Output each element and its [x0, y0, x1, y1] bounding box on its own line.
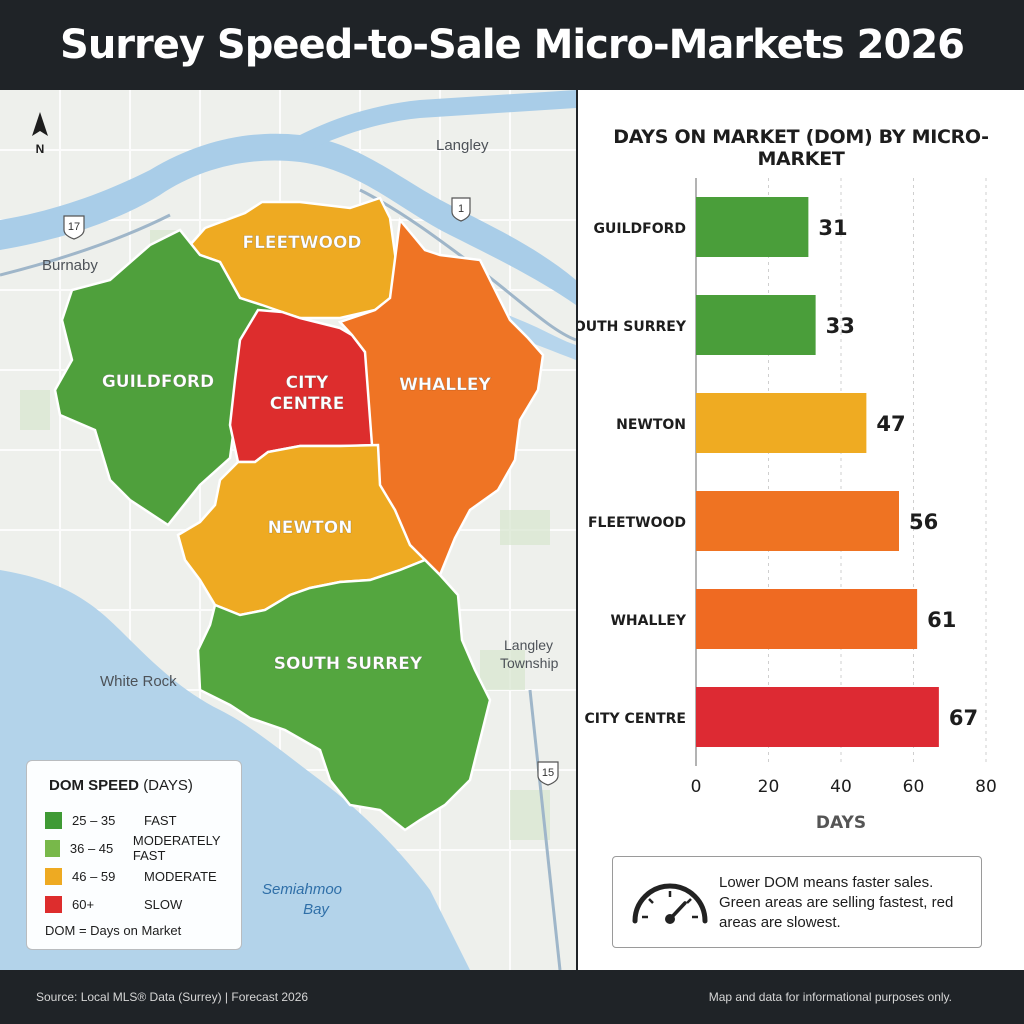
footer: Source: Local MLS® Data (Surrey) | Forec… — [0, 970, 1024, 1024]
svg-text:17: 17 — [68, 221, 80, 233]
x-tick-label: 40 — [830, 777, 852, 797]
legend-title: DOM SPEED (DAYS) — [49, 777, 193, 794]
bar — [696, 393, 867, 453]
category-label: NEWTON — [616, 417, 686, 433]
label-city-centre-line2: CENTRE — [270, 394, 345, 414]
map-panel: FLEETWOOD GUILDFORD CITY CENTRE WHALLEY … — [0, 90, 576, 970]
label-city-centre-line1: CITY — [286, 373, 329, 393]
legend-swatch-moderately-fast — [45, 839, 60, 857]
x-axis-label: DAYS — [816, 813, 866, 833]
legend-swatch-fast — [45, 811, 62, 829]
category-label: CITY CENTRE — [585, 711, 687, 727]
bar — [696, 589, 918, 649]
map-legend: DOM SPEED (DAYS) 25 – 35 FAST 36 – 45 MO… — [26, 760, 242, 950]
fraser-river — [0, 133, 576, 305]
x-tick-label: 0 — [691, 777, 702, 797]
compass-north-icon: N — [32, 112, 48, 156]
legend-item-fast: 25 – 35 FAST — [45, 811, 177, 829]
shield-17: 17 — [63, 215, 85, 240]
data-label: 56 — [909, 510, 938, 534]
label-guildford: GUILDFORD — [102, 372, 214, 392]
place-white-rock: White Rock — [100, 673, 177, 690]
legend-item-slow: 60+ SLOW — [45, 895, 182, 913]
label-south-surrey: SOUTH SURREY — [274, 654, 423, 674]
x-tick-label: 60 — [903, 777, 925, 797]
region-whalley — [337, 216, 545, 578]
legend-item-moderately-fast: 36 – 45 MODERATELY FAST — [45, 833, 241, 863]
label-whalley: WHALLEY — [399, 375, 491, 395]
shield-1: 1 — [451, 197, 471, 222]
speedometer-icon — [632, 883, 708, 924]
header-bar: Surrey Speed-to-Sale Micro-Markets 2026 — [0, 0, 1024, 90]
shield-15: 15 — [537, 761, 559, 786]
chart-title: DAYS ON MARKET (DOM) BY MICRO-MARKET — [613, 126, 989, 170]
place-langley-township-1: Langley — [504, 637, 553, 653]
svg-text:N: N — [36, 142, 45, 156]
footer-disclaimer: Map and data for informational purposes … — [708, 990, 952, 1004]
svg-text:15: 15 — [542, 767, 554, 779]
bar — [696, 197, 809, 257]
place-semiahmoo-line2: Bay — [303, 901, 330, 918]
category-label: WHALLEY — [610, 613, 686, 629]
x-tick-label: 20 — [758, 777, 780, 797]
legend-swatch-slow — [45, 895, 62, 913]
label-fleetwood: FLEETWOOD — [242, 233, 361, 253]
river-branch — [300, 90, 576, 150]
legend-note: DOM = Days on Market — [45, 923, 182, 938]
place-langley-township-2: Township — [500, 655, 559, 671]
category-label: SOUTH SURREY — [578, 319, 687, 335]
bar — [696, 491, 899, 551]
place-semiahmoo-line1: Semiahmoo — [262, 881, 342, 898]
chart-panel: DAYS ON MARKET (DOM) BY MICRO-MARKET GUI… — [578, 90, 1024, 970]
page-title: Surrey Speed-to-Sale Micro-Markets 2026 — [60, 22, 965, 68]
category-label: FLEETWOOD — [588, 515, 686, 531]
label-newton: NEWTON — [268, 518, 353, 538]
region-south-surrey — [196, 558, 492, 832]
data-label: 47 — [876, 412, 905, 436]
legend-swatch-moderate — [45, 867, 62, 885]
place-langley: Langley — [436, 137, 489, 154]
bar — [696, 295, 816, 355]
place-burnaby: Burnaby — [42, 257, 98, 274]
bar — [696, 687, 939, 747]
bar-chart: GUILDFORD 31 SOUTH SURREY 33 NEWTON 47 FLEETWO… — [578, 178, 997, 833]
data-label: 61 — [927, 608, 956, 632]
data-label: 67 — [949, 706, 978, 730]
info-text: Lower DOM means faster sales. Green area… — [719, 874, 954, 931]
info-box: Lower DOM means faster sales. Green area… — [612, 856, 982, 948]
svg-text:1: 1 — [458, 203, 464, 215]
data-label: 33 — [826, 314, 855, 338]
footer-source: Source: Local MLS® Data (Surrey) | Forec… — [36, 990, 309, 1004]
legend-item-moderate: 46 – 59 MODERATE — [45, 867, 217, 885]
category-label: GUILDFORD — [594, 221, 686, 237]
data-label: 31 — [818, 216, 847, 240]
x-tick-label: 80 — [975, 777, 997, 797]
